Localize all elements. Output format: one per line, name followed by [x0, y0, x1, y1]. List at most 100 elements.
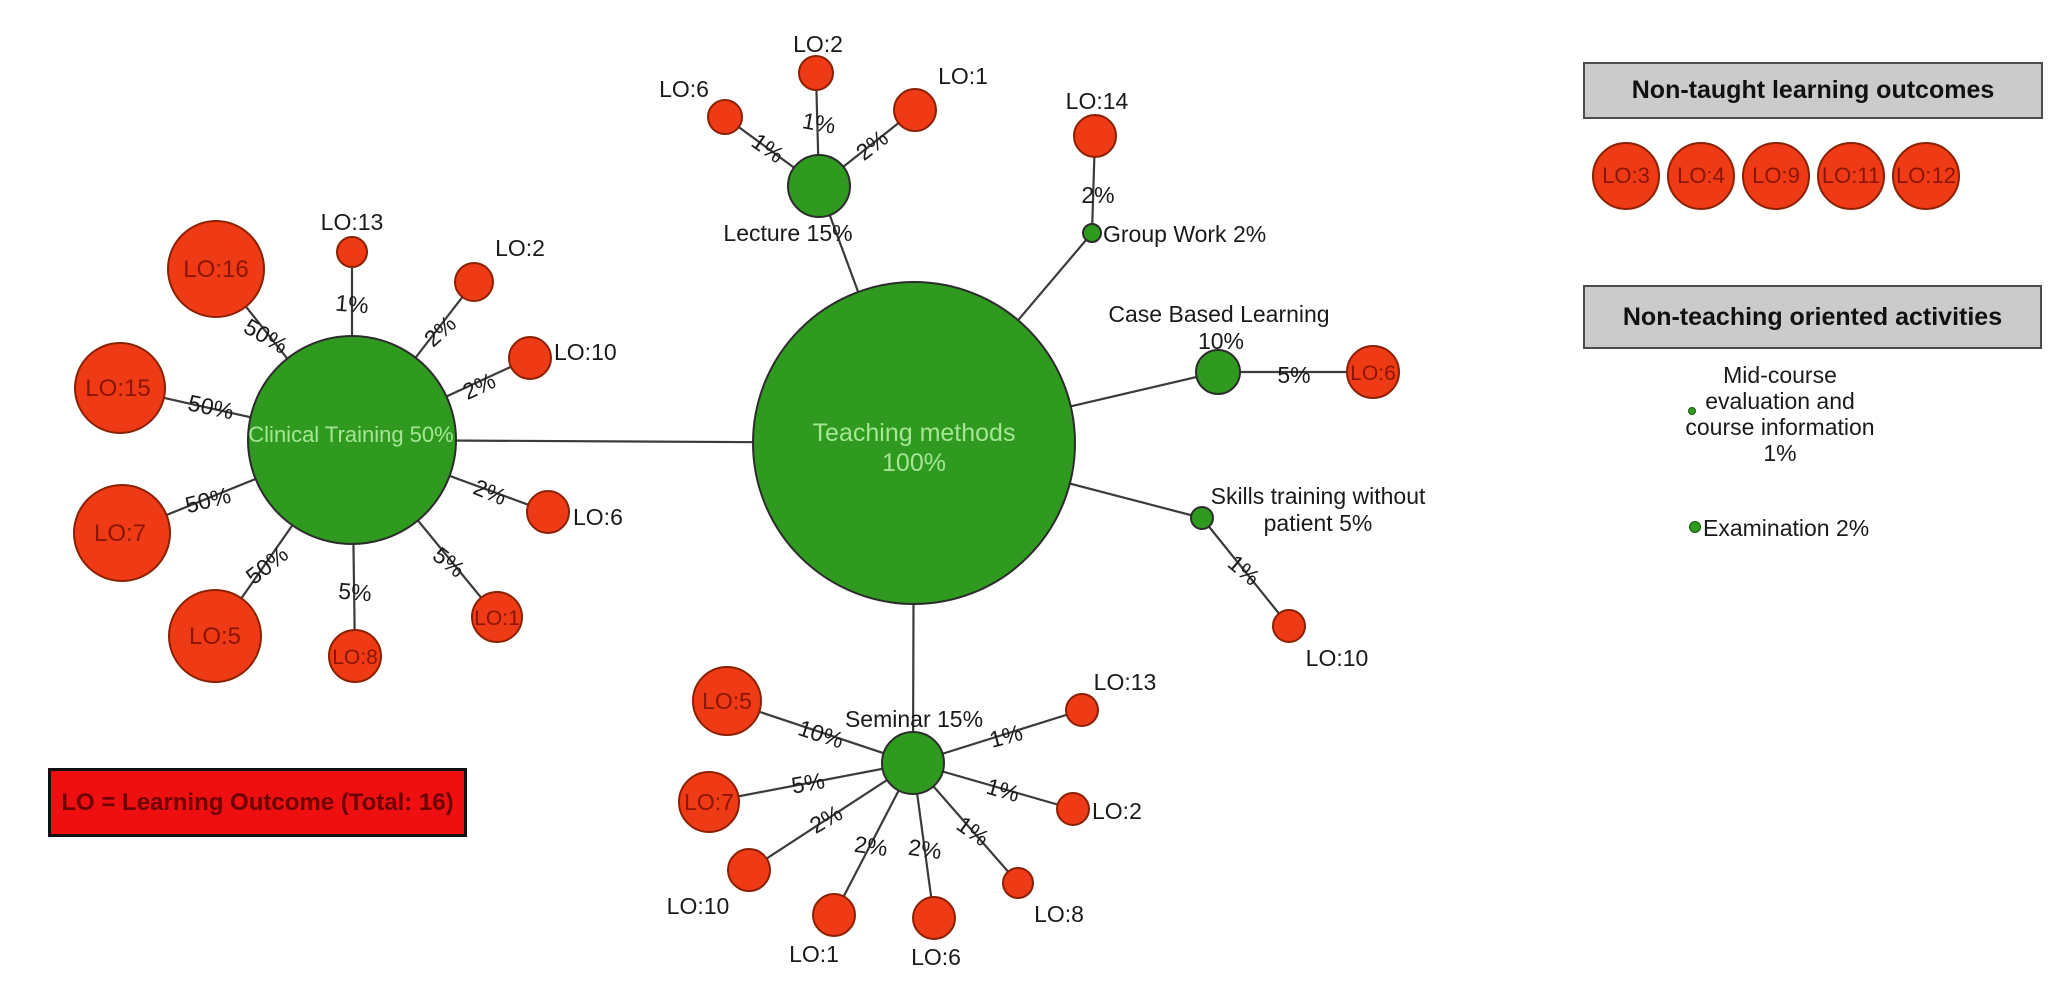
edge-label-clinical-c_lo8: 5% [337, 578, 372, 607]
node-label-s_lo10: LO:10 [1306, 645, 1369, 671]
edge-label-seminar-se_lo7: 5% [789, 767, 826, 798]
edge-label-seminar-se_lo2: 1% [983, 773, 1022, 807]
edge-label-seminar-se_lo1: 2% [853, 831, 890, 861]
edge-label-clinical-c_lo16: 50% [240, 313, 293, 359]
node-seminar [881, 731, 945, 795]
midcourse-line: Mid-course [1723, 362, 1837, 388]
node-c_lo10 [508, 336, 552, 380]
midcourse-line: evaluation and [1705, 388, 1855, 414]
node-label-cbl_lo6: LO:6 [1350, 362, 1396, 385]
non-taught-lo-lo9: LO:9 [1742, 142, 1810, 210]
node-c_lo8 [328, 629, 382, 683]
node-label-se_lo10: LO:10 [667, 893, 730, 919]
node-cbl [1195, 349, 1241, 395]
edge-label-seminar-se_lo6: 2% [907, 834, 944, 864]
edge-label-clinical-c_lo13: 1% [334, 290, 369, 319]
node-label-l_lo2: LO:2 [793, 31, 843, 57]
node-l_lo2 [798, 55, 834, 91]
edge-label-seminar-se_lo8: 1% [952, 811, 994, 851]
node-label-se_lo6: LO:6 [911, 944, 961, 970]
node-label-c_lo7: LO:7 [94, 520, 146, 547]
midcourse-line: course information [1685, 414, 1875, 440]
lo-definition-text: LO = Learning Outcome (Total: 16) [61, 788, 454, 816]
node-l_lo6 [707, 99, 743, 135]
node-se_lo13 [1065, 693, 1099, 727]
edge-label-cbl-cbl_lo6: 5% [1277, 362, 1310, 388]
node-label-c_lo15: LO:15 [85, 375, 150, 402]
node-se_lo10 [727, 848, 771, 892]
node-label-c_lo6: LO:6 [573, 504, 623, 530]
non-taught-lo-row: LO:3 LO:4 LO:9 LO:11 LO:12 [1592, 142, 1960, 210]
node-label-se_lo1: LO:1 [789, 941, 839, 967]
node-c_lo7 [73, 484, 171, 582]
node-c_lo15 [74, 342, 166, 434]
node-se_lo1 [812, 893, 856, 937]
node-label-groupwork: Group Work 2% [1103, 221, 1266, 247]
node-c_lo2 [454, 262, 494, 302]
node-label-c_lo2: LO:2 [495, 235, 545, 261]
node-label-skills-1: patient 5% [1264, 510, 1373, 536]
node-s_lo10 [1272, 609, 1306, 643]
examination-label: Examination 2% [1703, 515, 1870, 541]
node-label-c_lo10: LO:10 [554, 339, 617, 365]
node-clinical [247, 335, 457, 545]
node-label-l_lo1: LO:1 [938, 63, 988, 89]
node-c_lo5 [168, 589, 262, 683]
node-se_lo5 [692, 666, 762, 736]
edge-label-lecture-l_lo6: 1% [747, 128, 789, 168]
edge-label-lecture-l_lo2: 1% [800, 107, 837, 138]
edge-label-seminar-se_lo13: 1% [987, 719, 1026, 753]
edge-label-lecture-l_lo1: 2% [851, 125, 893, 166]
node-l_lo1 [893, 88, 937, 132]
node-lecture [787, 154, 851, 218]
node-label-se_lo2: LO:2 [1092, 798, 1142, 824]
non-teaching-title: Non-teaching oriented activities [1622, 302, 2003, 331]
edge-label-clinical-c_lo10: 2% [458, 367, 499, 405]
node-label-se_lo8: LO:8 [1034, 901, 1084, 927]
node-label-cbl: Case Based Learning [1108, 301, 1329, 327]
edge-label-seminar-se_lo10: 2% [805, 799, 847, 838]
node-se_lo6 [912, 896, 956, 940]
examination-dot [1689, 521, 1701, 533]
edge-label-clinical-c_lo7: 50% [183, 482, 234, 518]
node-cbl_lo6 [1346, 345, 1400, 399]
node-se_lo7 [678, 771, 740, 833]
node-label-se_lo7: LO:7 [684, 789, 734, 815]
node-label-clinical: Clinical Training 50% [248, 422, 453, 447]
node-label-lo14: LO:14 [1066, 88, 1129, 114]
node-label-teaching: Teaching methods [813, 419, 1016, 447]
midcourse-line: 1% [1763, 440, 1797, 466]
node-label-cbl-1: 10% [1198, 328, 1244, 354]
non-taught-lo-lo4: LO:4 [1667, 142, 1735, 210]
non-taught-lo-lo11: LO:11 [1817, 142, 1885, 210]
edge-skills-s_lo10 [1201, 517, 1290, 627]
node-c_lo16 [167, 220, 265, 318]
node-c_lo6 [526, 490, 570, 534]
node-label-skills: Skills training without [1211, 483, 1426, 509]
edge-label-skills-s_lo10: 1% [1223, 549, 1265, 590]
node-label-c_lo5: LO:5 [189, 623, 241, 650]
node-label-se_lo13: LO:13 [1094, 669, 1157, 695]
non-taught-lo-lo3: LO:3 [1592, 142, 1660, 210]
node-label-c_lo13: LO:13 [321, 209, 384, 235]
node-se_lo2 [1056, 792, 1090, 826]
node-lo14 [1073, 114, 1117, 158]
node-label-c_lo8: LO:8 [332, 646, 378, 669]
node-teaching [752, 281, 1076, 605]
midcourse-dot [1688, 407, 1696, 415]
node-label-c_lo1: LO:1 [474, 607, 520, 630]
non-taught-header: Non-taught learning outcomes [1583, 62, 2043, 119]
node-label-lecture: Lecture 15% [723, 220, 852, 246]
lo-definition-box: LO = Learning Outcome (Total: 16) [48, 768, 467, 837]
node-label-l_lo6: LO:6 [659, 76, 709, 102]
edge-label-clinical-c_lo6: 2% [470, 474, 511, 511]
edge-label-groupwork-lo14: 2% [1081, 182, 1114, 208]
node-label-teaching-1: 100% [882, 449, 946, 477]
midcourse-label: Mid-course evaluation and course informati… [1655, 362, 1905, 466]
edge-seminar-se_lo7 [708, 761, 914, 804]
node-label-se_lo5: LO:5 [702, 688, 752, 714]
node-skills [1190, 506, 1214, 530]
node-label-c_lo16: LO:16 [183, 256, 248, 283]
